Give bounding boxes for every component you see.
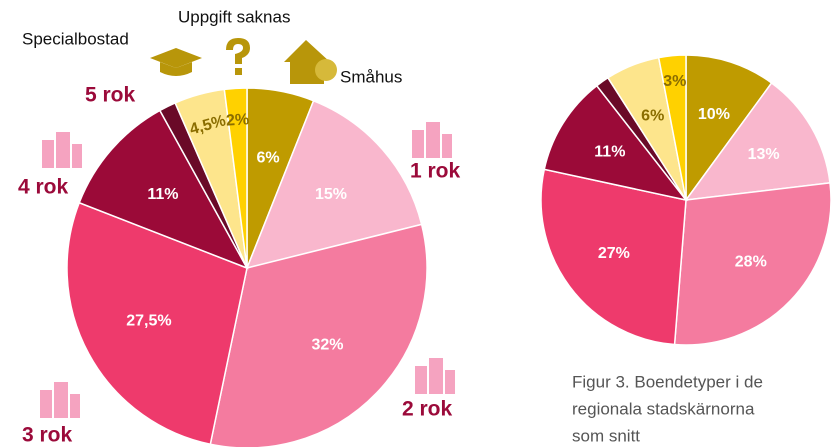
data-label: 3% bbox=[663, 73, 686, 90]
caption: regionala stadskärnorna bbox=[572, 399, 755, 418]
icons bbox=[40, 122, 455, 418]
category-label: 1 rok bbox=[410, 160, 461, 183]
data-label: 2% bbox=[226, 111, 250, 129]
pie-slice bbox=[543, 84, 688, 202]
pie-slice bbox=[66, 201, 248, 446]
data-label: 6% bbox=[256, 150, 279, 167]
pie-slice bbox=[78, 109, 249, 270]
building-icon bbox=[412, 122, 452, 158]
building-icon bbox=[42, 132, 82, 168]
data-label: 13% bbox=[748, 146, 780, 163]
category-label: Småhus bbox=[340, 67, 402, 86]
pie-slice bbox=[685, 54, 773, 203]
data-label: 11% bbox=[147, 186, 178, 203]
data-label: 32% bbox=[311, 337, 343, 354]
data-label: 10% bbox=[698, 106, 730, 123]
pie-slice bbox=[223, 87, 248, 269]
category-label: Specialbostad bbox=[22, 29, 129, 48]
pie-slice bbox=[245, 99, 423, 270]
caption: Figur 3. Boendetyper i de bbox=[572, 372, 763, 391]
category-label: 2 rok bbox=[402, 398, 453, 421]
category-label: Uppgift saknas bbox=[178, 7, 290, 26]
house-icon bbox=[284, 40, 337, 84]
building-icon bbox=[415, 358, 455, 394]
data-label: 6% bbox=[641, 108, 664, 125]
data-label: 27% bbox=[598, 245, 630, 262]
pie-slice bbox=[684, 81, 831, 201]
data-label: 28% bbox=[735, 254, 767, 271]
category-label: 5 rok bbox=[85, 84, 136, 107]
building-icon bbox=[40, 382, 80, 418]
data-label: 15% bbox=[315, 186, 347, 203]
pie-slice bbox=[673, 182, 832, 346]
pie-slice bbox=[540, 168, 687, 346]
caption: som snitt bbox=[572, 426, 640, 445]
question-icon bbox=[226, 38, 250, 75]
data-label: 11% bbox=[594, 143, 625, 160]
category-label: 3 rok bbox=[22, 424, 73, 447]
category-label: 4 rok bbox=[18, 176, 69, 199]
data-label: 27,5% bbox=[126, 312, 171, 329]
pie-slice bbox=[209, 223, 428, 447]
pie-slice bbox=[657, 54, 687, 201]
cap-icon bbox=[150, 48, 202, 76]
